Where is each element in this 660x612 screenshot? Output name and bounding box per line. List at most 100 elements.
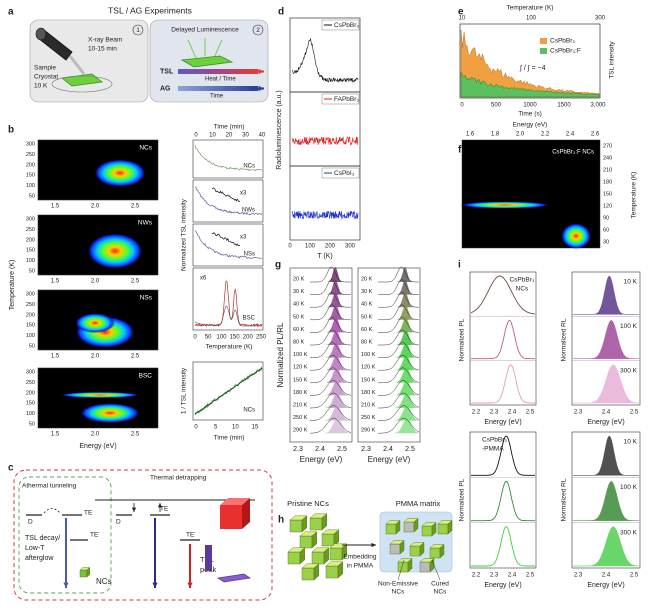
label: 30 K: [293, 289, 305, 295]
spectrum-fill: [384, 367, 419, 383]
label: CsPbBr₃: [509, 277, 534, 284]
cube: [403, 521, 415, 533]
curve: [194, 144, 263, 172]
label: 180 K: [361, 390, 376, 396]
label: BSC: [243, 316, 256, 322]
tick-label: 2.3: [293, 446, 303, 453]
tick-label: 2.4: [508, 573, 517, 579]
spectrum: [378, 342, 419, 358]
cube: [385, 523, 397, 535]
tick-label: 0: [194, 425, 198, 431]
spectrum-fill: [316, 405, 351, 421]
label: Heat / Time: [205, 77, 236, 83]
label: Temperature (K): [507, 5, 554, 12]
emission-ray: [187, 38, 223, 59]
label: Cryostat: [34, 74, 58, 81]
box: [192, 361, 264, 421]
label: 1 / TSL intensity: [181, 367, 188, 414]
label: in PMMA: [347, 563, 374, 570]
label: 10 K: [34, 83, 48, 90]
tick-label: 0: [193, 335, 197, 341]
box: [289, 165, 361, 241]
spectrum-fill: [572, 481, 640, 521]
spectrum: [310, 367, 352, 384]
tick-label: 100: [26, 258, 35, 264]
arrow-head: [371, 542, 376, 548]
spectrum: [378, 367, 420, 384]
box: [192, 223, 264, 267]
tick-label: 10: [232, 425, 239, 431]
legend-box: [321, 167, 360, 179]
tick-label: 50: [29, 421, 35, 427]
cryostat: [51, 75, 113, 93]
label: Time: [210, 94, 224, 100]
box: [459, 23, 601, 99]
spectrum-fill: [384, 279, 419, 295]
spectrum-fill: [384, 267, 419, 282]
label: Sample: [34, 65, 56, 72]
panel-label: b: [8, 125, 14, 136]
cube: [419, 542, 425, 557]
tick-label: 1.5: [51, 204, 60, 210]
label: CsPbBr₃:F NCs: [552, 150, 594, 156]
level: [116, 514, 200, 541]
spectrum: [378, 405, 420, 421]
spectrum-fill: [316, 342, 351, 358]
label: x3: [240, 235, 247, 241]
cube: [439, 544, 445, 559]
tick-label: 240: [603, 155, 612, 161]
label: 120 K: [293, 365, 308, 371]
label: 250 K: [293, 415, 308, 421]
box: [192, 267, 264, 331]
tick-label: 2.5: [131, 432, 140, 438]
sample: [61, 73, 103, 87]
tick-label: 2.3: [490, 410, 499, 416]
cube: [407, 558, 413, 573]
label: Embedding: [344, 554, 377, 561]
tick-label: 1500: [557, 103, 571, 109]
spectrum-fill: [384, 355, 419, 371]
tick-label: 300: [26, 291, 35, 297]
level: [26, 514, 88, 541]
heatmap-blob: [60, 392, 140, 398]
spectrum-fill: [316, 279, 351, 295]
label: NCs: [516, 286, 529, 293]
tick-label: 250: [26, 152, 35, 158]
box: [571, 271, 641, 406]
tick-label: 250: [26, 302, 35, 308]
cube: [437, 523, 449, 535]
label: AG: [160, 85, 171, 92]
tick-label: 0: [194, 133, 198, 139]
spectrum: [471, 481, 535, 522]
spectrum: [310, 266, 351, 283]
curve: [211, 187, 241, 203]
box: [469, 271, 537, 406]
curve: [194, 367, 263, 415]
cube: [301, 515, 307, 533]
tick-label: 1.5: [51, 432, 60, 438]
label: T (K): [317, 253, 332, 260]
cube: [399, 540, 405, 555]
label: CsPbBr₃:F: [550, 48, 581, 55]
cube: [421, 525, 433, 537]
label: Radioluminescence (a.u.): [276, 90, 283, 169]
tick-label: 2.5: [526, 573, 535, 579]
arrow-head: [157, 503, 163, 508]
arrow-head: [258, 85, 264, 92]
tick-label: 270: [603, 143, 612, 149]
tick-label: 2.5: [405, 446, 415, 453]
cube: [321, 513, 327, 531]
box: [178, 86, 258, 91]
heatmap-blob: [80, 403, 140, 423]
label: 50 K: [293, 314, 305, 320]
label: NCs: [139, 145, 152, 152]
label: Temperature (K): [9, 260, 16, 311]
spectrum-fill: [316, 367, 351, 383]
tick-label: 300: [26, 141, 35, 147]
label: TSL intensity: [609, 41, 616, 79]
tick-label: 2.5: [131, 204, 140, 210]
crystal: [220, 505, 242, 529]
spectrum: [310, 405, 352, 421]
legend-swatch: [540, 38, 547, 44]
label: Non-Emissive: [378, 581, 418, 588]
